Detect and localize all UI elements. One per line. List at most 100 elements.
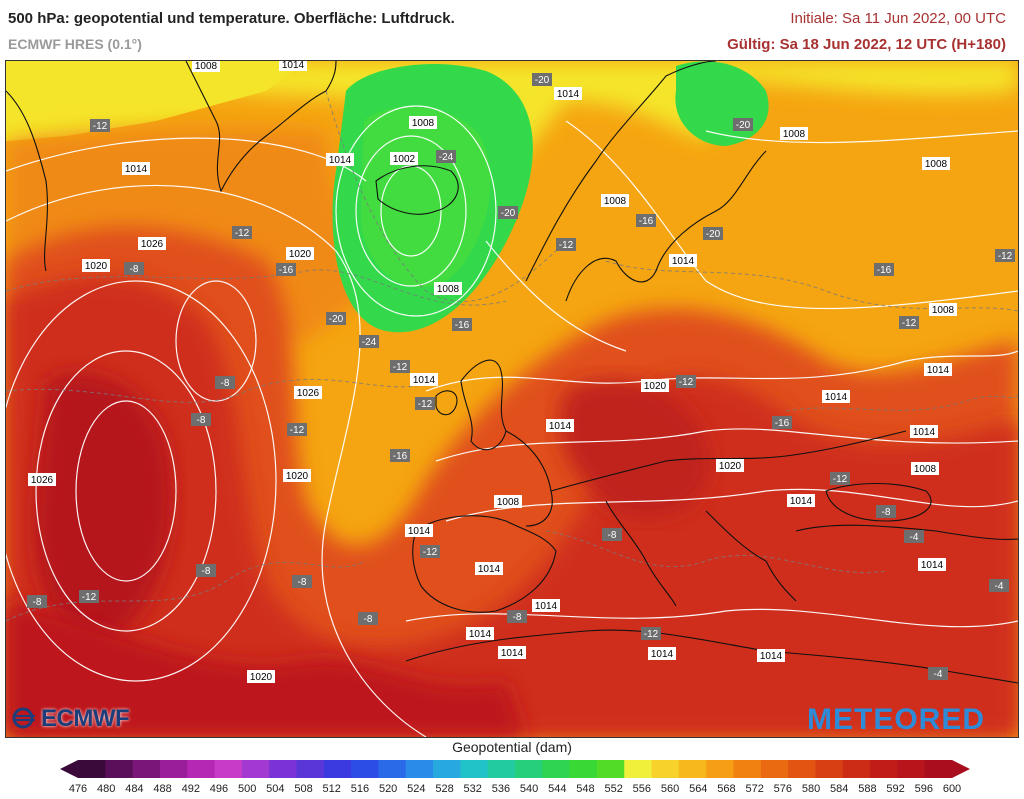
temperature-label: -12 (93, 121, 108, 132)
temperature-label: -8 (513, 612, 522, 623)
colorbar-swatch (378, 760, 407, 778)
temperature-label: -8 (33, 597, 42, 608)
colorbar-tick-label: 576 (773, 783, 793, 795)
colorbar-tick-label: 540 (519, 783, 539, 795)
colorbar-tick-label: 536 (491, 783, 511, 795)
pressure-label: 1014 (790, 496, 813, 507)
colorbar-title: Geopotential (dam) (452, 739, 572, 755)
colorbar-tick-label: 584 (830, 783, 849, 795)
colorbar-swatch (624, 760, 653, 778)
pressure-label: 1014 (913, 427, 936, 438)
pressure-label: 1014 (413, 375, 436, 386)
colorbar-tick-label: 524 (407, 783, 426, 795)
colorbar-swatch (187, 760, 216, 778)
temperature-label: -4 (910, 532, 919, 543)
model-label: ECMWF HRES (0.1°) (8, 36, 142, 52)
pressure-label: 1014 (469, 629, 492, 640)
pressure-label: 1002 (393, 154, 416, 165)
pressure-label: 1014 (921, 560, 944, 571)
pressure-label: 1020 (85, 261, 108, 272)
colorbar-tick-label: 504 (266, 783, 285, 795)
colorbar-swatch (542, 760, 571, 778)
colorbar (60, 760, 970, 778)
pressure-label: 1014 (557, 89, 580, 100)
pressure-label: 1020 (286, 471, 309, 482)
colorbar-swatch (706, 760, 734, 778)
temperature-label: -12 (833, 474, 848, 485)
colorbar-swatch (515, 760, 543, 778)
pressure-labels: 1008 1014 1008 1014 1002 1008 1014 1026 … (28, 61, 957, 683)
temperature-label: -8 (197, 415, 206, 426)
pressure-label: 1014 (329, 155, 352, 166)
temperature-label: -16 (393, 451, 408, 462)
pressure-label: 1020 (719, 461, 742, 472)
pressure-label: 1014 (760, 651, 783, 662)
colorbar-tick-label: 552 (604, 783, 623, 795)
temperature-label: -8 (364, 614, 373, 625)
colorbar-tick-label: 528 (435, 783, 454, 795)
pressure-label: 1014 (825, 392, 848, 403)
temperature-label: -12 (998, 251, 1013, 262)
colorbar-swatch (214, 760, 243, 778)
colorbar-tick-label: 484 (125, 783, 144, 795)
colorbar-swatch (159, 760, 188, 778)
pressure-label: 1008 (783, 129, 806, 140)
pressure-label: 1008 (195, 61, 218, 72)
temperature-label: -8 (298, 577, 307, 588)
pressure-label: 1014 (408, 526, 431, 537)
colorbar-swatch (924, 760, 953, 778)
pressure-label: 1014 (282, 61, 305, 71)
colorbar-swatch (323, 760, 352, 778)
colorbar-swatch (269, 760, 297, 778)
init-time: Initiale: Sa 11 Jun 2022, 00 UTC (790, 10, 1006, 27)
map-title: 500 hPa: geopotential und temperature. O… (8, 10, 455, 27)
colorbar-swatch (78, 760, 106, 778)
map-canvas: 1008 1014 1008 1014 1002 1008 1014 1026 … (6, 61, 1018, 737)
weather-map[interactable]: 1008 1014 1008 1014 1002 1008 1014 1026 … (5, 60, 1019, 738)
colorbar-tick-label: 476 (68, 783, 88, 795)
temperature-label: -8 (202, 566, 211, 577)
colorbar-swatch (760, 760, 789, 778)
temperature-label: -20 (736, 120, 751, 131)
pressure-label: 1014 (478, 564, 501, 575)
pressure-label: 1014 (549, 421, 572, 432)
temperature-label: -20 (535, 75, 550, 86)
colorbar-swatch (815, 760, 844, 778)
colorbar-tick-label: 568 (717, 783, 736, 795)
temperature-label: -16 (455, 320, 470, 331)
colorbar-min-arrow (60, 760, 78, 778)
pressure-label: 1026 (297, 388, 320, 399)
colorbar-tick-label: 592 (886, 783, 905, 795)
pressure-label: 1020 (644, 381, 667, 392)
colorbar-tick-label: 556 (632, 783, 652, 795)
temperature-label: -24 (439, 152, 454, 163)
temperature-labels: -12 -20 -20 -24 -20 -16 -12 -16 -20 -16 … (27, 73, 1015, 680)
ecmwf-mark-icon (12, 707, 35, 729)
colorbar-swatch (132, 760, 161, 778)
colorbar-swatch (460, 760, 489, 778)
temperature-label: -8 (221, 378, 230, 389)
pressure-label: 1014 (672, 256, 695, 267)
pressure-label: 1008 (925, 159, 948, 170)
pressure-label: 1008 (412, 118, 435, 129)
colorbar-tick-label: 512 (322, 783, 341, 795)
colorbar-ticks: 476 480 484 488 492 496 500 504 508 512 516 520 524 5… (69, 783, 961, 797)
meteored-logo: METEORED (807, 703, 986, 736)
colorbar-tick-label: 544 (548, 783, 567, 795)
colorbar-tick-label: 560 (660, 783, 680, 795)
temperature-label: -12 (902, 318, 917, 329)
colorbar-tick-label: 520 (378, 783, 398, 795)
colorbar-tick-label: 488 (153, 783, 172, 795)
temperature-label: -4 (934, 669, 943, 680)
colorbar-swatch (870, 760, 898, 778)
pressure-label: 1008 (914, 464, 937, 475)
colorbar-swatch (433, 760, 461, 778)
pressure-label: 1008 (932, 305, 955, 316)
temperature-label: -16 (279, 265, 294, 276)
temperature-label: -8 (608, 530, 617, 541)
temperature-label: -20 (329, 314, 344, 325)
colorbar-tick-label: 564 (689, 783, 708, 795)
pressure-label: 1014 (125, 164, 148, 175)
colorbar-tick-label: 580 (801, 783, 821, 795)
colorbar-max-arrow (952, 760, 970, 778)
